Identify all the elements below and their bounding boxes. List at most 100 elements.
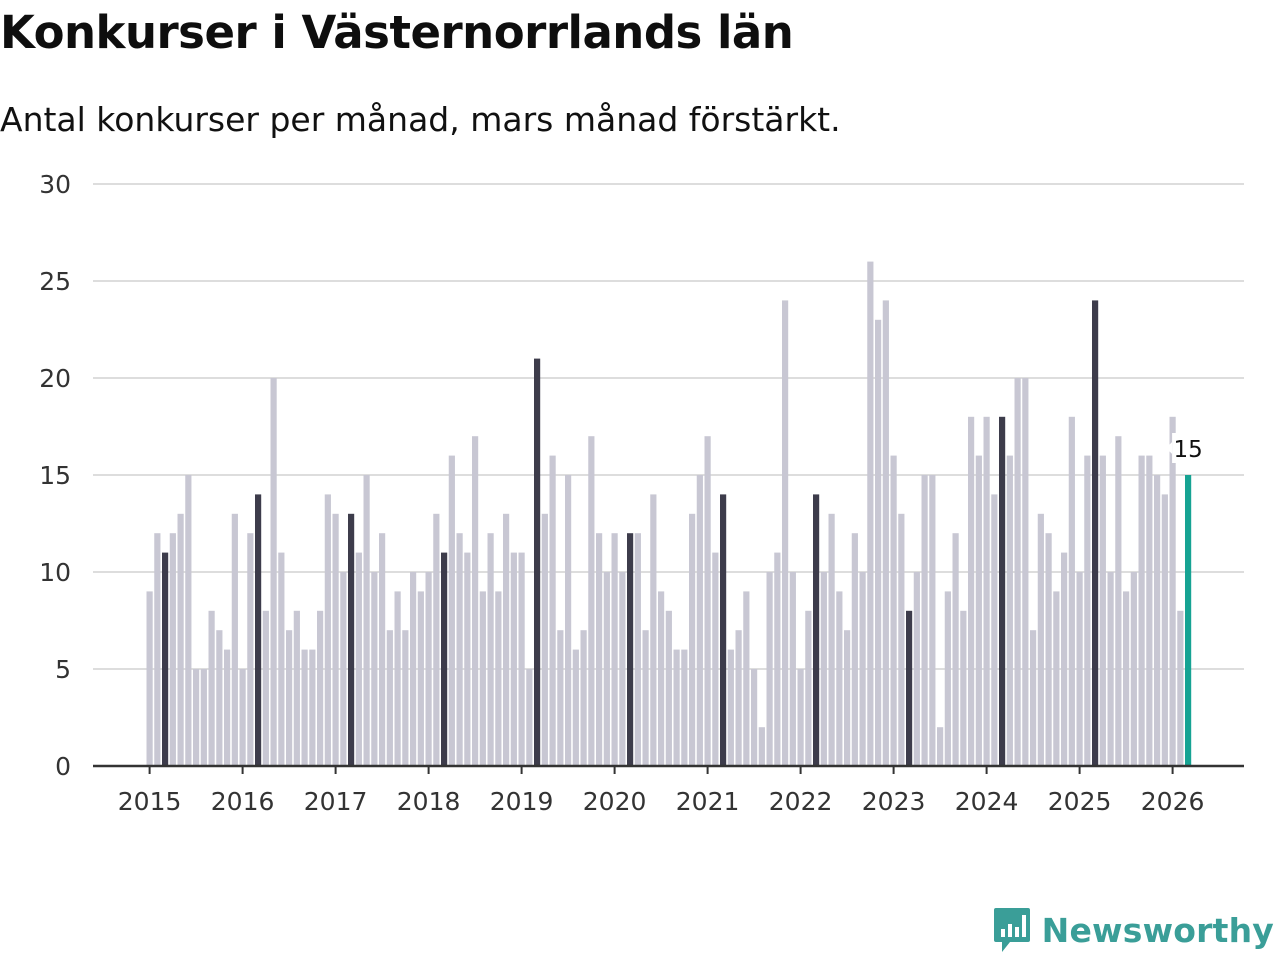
bar — [960, 610, 967, 766]
bar — [1177, 610, 1184, 766]
bar — [1030, 630, 1037, 766]
bar — [464, 552, 471, 766]
bar — [1014, 378, 1021, 766]
bar — [1061, 552, 1068, 766]
bar — [286, 630, 293, 766]
bar — [1123, 591, 1130, 766]
bar — [937, 727, 944, 766]
bar — [402, 630, 409, 766]
bar — [247, 533, 254, 766]
bar — [340, 572, 347, 766]
bars — [146, 261, 1192, 766]
latest-value-callout: 15 — [1166, 433, 1207, 463]
bar — [867, 261, 874, 766]
bar — [851, 533, 858, 766]
bar — [882, 300, 889, 766]
bar — [1092, 300, 1099, 766]
x-tick-label: 2024 — [955, 787, 1019, 816]
bar — [495, 591, 502, 766]
bar — [1006, 455, 1013, 766]
bar — [169, 533, 176, 766]
x-tick-label: 2016 — [211, 787, 275, 816]
bar — [658, 591, 665, 766]
bar — [805, 610, 812, 766]
bar — [572, 649, 579, 766]
bar — [1099, 455, 1106, 766]
bar — [154, 533, 161, 766]
callout-pointer — [1166, 442, 1173, 454]
bar — [1037, 513, 1044, 766]
bar — [689, 513, 696, 766]
bar — [673, 649, 680, 766]
bar — [906, 610, 913, 766]
y-tick-label: 20 — [39, 364, 71, 393]
bar — [789, 572, 796, 766]
bar — [820, 572, 827, 766]
bar — [379, 533, 386, 766]
bar — [665, 610, 672, 766]
y-tick-label: 15 — [39, 461, 71, 490]
x-tick-label: 2018 — [397, 787, 461, 816]
callout-background — [1172, 433, 1207, 463]
bar — [642, 630, 649, 766]
bar — [162, 552, 169, 766]
bar — [875, 319, 882, 766]
bar — [704, 436, 711, 766]
bar — [185, 475, 192, 766]
bar — [968, 416, 975, 766]
bar — [1130, 572, 1137, 766]
bar — [231, 513, 238, 766]
bar — [1068, 416, 1075, 766]
bar — [634, 533, 641, 766]
bar — [317, 610, 324, 766]
bar — [890, 455, 897, 766]
bar — [386, 630, 393, 766]
bar — [774, 552, 781, 766]
y-axis-ticks: 0 5 10 15 20 25 30 — [39, 170, 71, 781]
bar — [735, 630, 742, 766]
bar — [797, 669, 804, 766]
bar — [293, 610, 300, 766]
bar — [394, 591, 401, 766]
bar — [301, 649, 308, 766]
bar — [518, 552, 525, 766]
bar — [611, 533, 618, 766]
bar — [758, 727, 765, 766]
chart-title: Konkurser i Västernorrlands län — [0, 6, 794, 59]
bar — [1138, 455, 1145, 766]
bar — [456, 533, 463, 766]
bar — [1045, 533, 1052, 766]
bar — [410, 572, 417, 766]
bar — [433, 513, 440, 766]
bar — [1161, 494, 1168, 766]
bar — [332, 513, 339, 766]
bar — [921, 475, 928, 766]
bar — [743, 591, 750, 766]
bar — [1084, 455, 1091, 766]
bar — [262, 610, 269, 766]
bar — [239, 669, 246, 766]
bar — [696, 475, 703, 766]
x-tick-label: 2021 — [676, 787, 740, 816]
bar — [417, 591, 424, 766]
bar — [596, 533, 603, 766]
bar — [355, 552, 362, 766]
bar — [1115, 436, 1122, 766]
x-tick-label: 2025 — [1048, 787, 1112, 816]
bar — [828, 513, 835, 766]
brand: Newsworthy — [992, 906, 1274, 954]
bar — [929, 475, 936, 766]
bar — [503, 513, 510, 766]
brand-name: Newsworthy — [1041, 910, 1274, 950]
newsworthy-logo-icon — [993, 908, 1030, 952]
bar — [309, 649, 316, 766]
bar — [371, 572, 378, 766]
bar — [712, 552, 719, 766]
bar — [200, 669, 207, 766]
bar — [565, 475, 572, 766]
bar — [944, 591, 951, 766]
bar — [208, 610, 215, 766]
bar — [278, 552, 285, 766]
bar — [720, 494, 727, 766]
